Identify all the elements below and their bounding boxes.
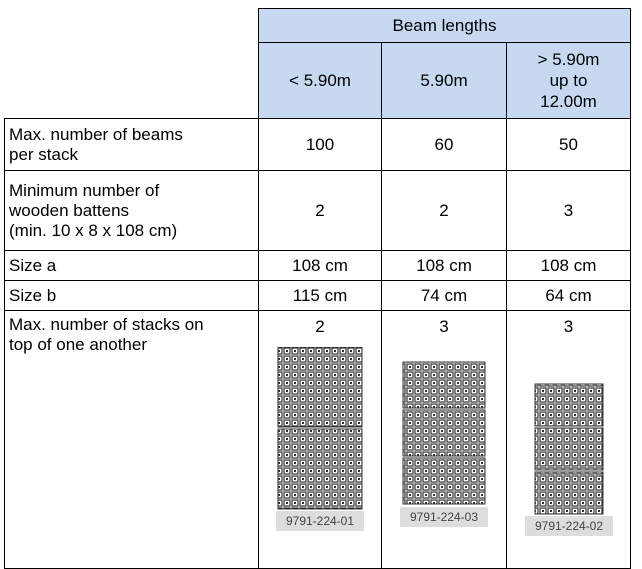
column-header: < 5.90m <box>259 43 382 119</box>
cell: 3 <box>382 311 506 347</box>
figure-cell: 3 9791-224-02 <box>507 311 631 569</box>
stack-figure: 9791-224-02 <box>507 347 630 563</box>
page: {"header": {"group": "Beam lengths", "co… <box>0 0 642 565</box>
cell: 3 <box>507 171 631 251</box>
empty-cell <box>5 9 259 119</box>
stack-block <box>535 428 603 470</box>
cell: 2 <box>259 311 381 347</box>
cell: 60 <box>382 119 507 171</box>
stack-block <box>535 384 603 426</box>
figure-caption: 9791-224-02 <box>535 519 603 533</box>
row-label: Max. number of stacks on top of one anot… <box>5 311 259 569</box>
stack-figure: 9791-224-03 <box>382 347 506 563</box>
cell: 3 <box>507 311 630 347</box>
figure-cell: 2 9791-224-01 <box>259 311 382 569</box>
cell: 108 cm <box>259 251 382 281</box>
figure-cell: 3 9791-224-03 <box>382 311 507 569</box>
row-label: Size b <box>5 281 259 311</box>
figure-caption: 9791-224-03 <box>410 510 478 524</box>
row-label: Max. number of beams per stack <box>5 119 259 171</box>
row-label: Size a <box>5 251 259 281</box>
stack-block <box>278 429 362 509</box>
row-label: Minimum number of wooden battens (min. 1… <box>5 171 259 251</box>
group-header: Beam lengths <box>259 9 631 43</box>
stack-block <box>403 410 485 456</box>
column-header: 5.90m <box>382 43 507 119</box>
cell: 108 cm <box>382 251 507 281</box>
figure-caption: 9791-224-01 <box>286 514 354 528</box>
cell: 108 cm <box>507 251 631 281</box>
stack-block <box>278 347 362 427</box>
spec-table: Beam lengths < 5.90m 5.90m > 5.90m up to… <box>4 8 631 569</box>
stack-figure: 9791-224-01 <box>259 347 381 563</box>
cell: 115 cm <box>259 281 382 311</box>
stack-block <box>403 458 485 504</box>
cell: 100 <box>259 119 382 171</box>
cell: 50 <box>507 119 631 171</box>
cell: 2 <box>382 171 507 251</box>
cell: 74 cm <box>382 281 507 311</box>
stack-block <box>535 472 603 514</box>
column-header: > 5.90m up to 12.00m <box>507 43 631 119</box>
stack-block <box>403 362 485 408</box>
cell: 64 cm <box>507 281 631 311</box>
cell: 2 <box>259 171 382 251</box>
